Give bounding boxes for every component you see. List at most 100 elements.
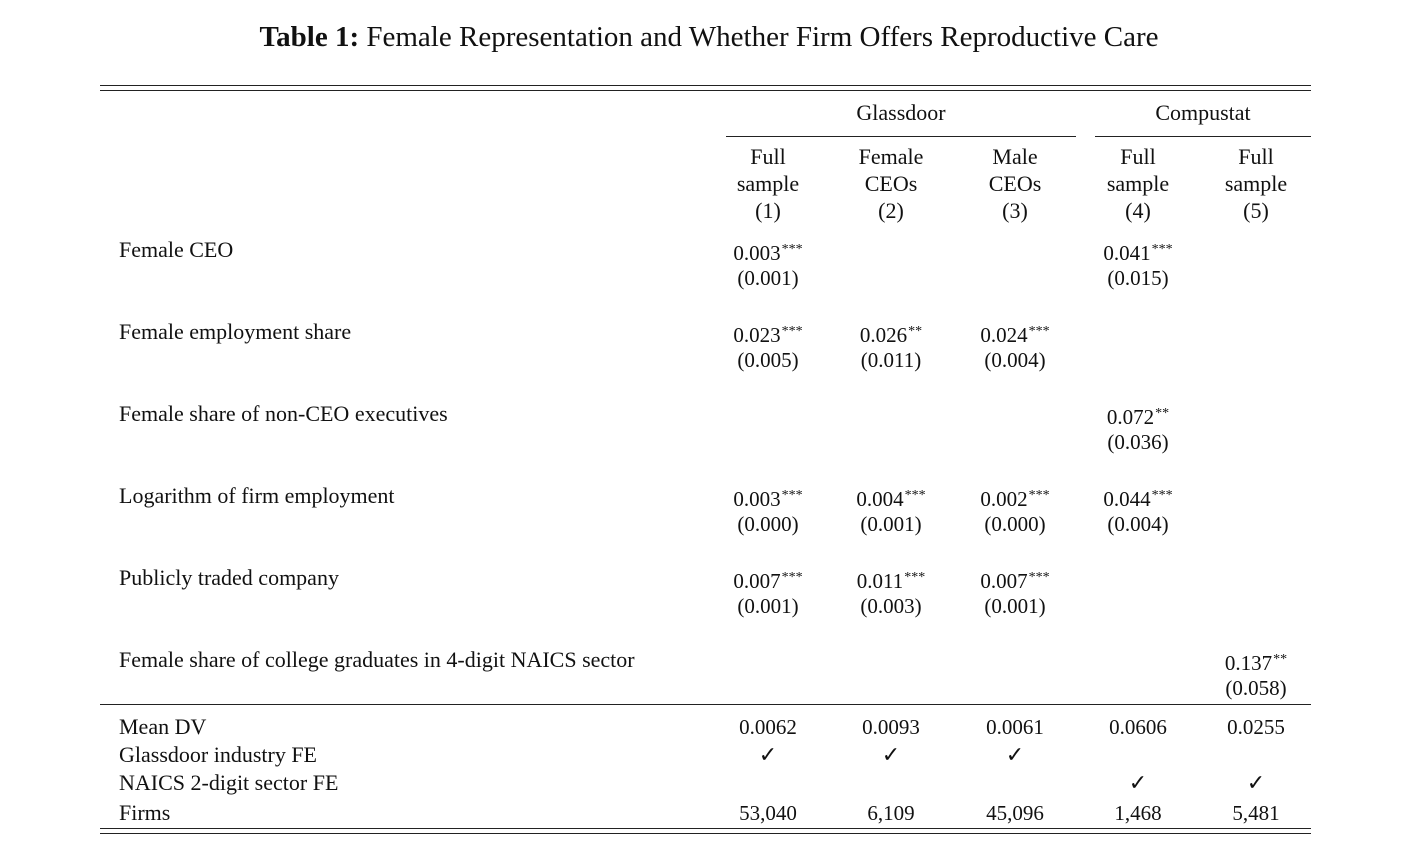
firms-value: 53,040 — [739, 801, 797, 825]
column-header-num: (2) — [878, 198, 904, 223]
coefficient-value: 0.002*** — [953, 481, 1077, 511]
standard-error: (0.036) — [1107, 430, 1169, 454]
significance-stars: *** — [1151, 488, 1173, 503]
column-header-line1: Full — [1120, 144, 1156, 169]
standard-error: (0.001) — [737, 266, 799, 290]
mean-dv-value: 0.0606 — [1109, 715, 1167, 739]
significance-stars: ** — [1155, 406, 1170, 421]
top-rule-2 — [100, 90, 1311, 91]
coefficient-cell: 0.026** (0.011) — [829, 317, 953, 375]
coefficient-value: 0.026** — [829, 317, 953, 347]
significance-stars: *** — [781, 324, 803, 339]
mean-dv-value: 0.0062 — [739, 715, 797, 739]
significance-stars: *** — [781, 242, 803, 257]
significance-stars: *** — [781, 488, 803, 503]
coefficient-number: 0.011 — [856, 569, 904, 593]
significance-stars: *** — [781, 570, 803, 585]
coefficient-cell: 0.002*** (0.000) — [953, 481, 1077, 539]
coefficient-cell: 0.044*** (0.004) — [1076, 481, 1200, 539]
coefficient-value: 0.023*** — [706, 317, 830, 347]
stat-label-firms: Firms — [119, 800, 171, 825]
coefficient-number: 0.044 — [1103, 487, 1151, 511]
glassdoor-fe-check-icon: ✓ — [881, 742, 901, 767]
firms-value: 5,481 — [1232, 801, 1280, 825]
stat-label-mean-dv: Mean DV — [119, 714, 207, 739]
significance-stars: ** — [1273, 652, 1288, 667]
top-rule-1 — [100, 85, 1311, 86]
coefficient-cell: 0.024*** (0.004) — [953, 317, 1077, 375]
coefficient-cell: 0.137** (0.058) — [1194, 645, 1318, 703]
coefficient-number: 0.137 — [1224, 651, 1273, 675]
significance-stars: *** — [1028, 488, 1050, 503]
coefficient-value: 0.011*** — [829, 563, 953, 593]
table-caption-text: Female Representation and Whether Firm O… — [366, 21, 1159, 53]
coefficient-cell: 0.011*** (0.003) — [829, 563, 953, 621]
coefficient-value: 0.007*** — [706, 563, 830, 593]
column-header-line1: Full — [1238, 144, 1274, 169]
coefficient-value: 0.024*** — [953, 317, 1077, 347]
group-header-compustat: Compustat — [1155, 100, 1251, 125]
firms-value: 1,468 — [1114, 801, 1162, 825]
bottom-rule-2 — [100, 833, 1311, 834]
column-header-line1: Full — [750, 144, 786, 169]
firms-value: 6,109 — [867, 801, 915, 825]
column-header-line1: Female — [858, 144, 924, 169]
coefficient-value: 0.044*** — [1076, 481, 1200, 511]
group-rule-glassdoor — [726, 136, 1076, 137]
column-header-5: Full sample (5) — [1194, 143, 1318, 224]
coefficient-number: 0.024 — [980, 323, 1028, 347]
significance-stars: *** — [1028, 570, 1050, 585]
standard-error: (0.001) — [737, 594, 799, 618]
coefficient-value: 0.041*** — [1076, 235, 1200, 265]
row-label: Female share of college graduates in 4-d… — [119, 647, 635, 672]
standard-error: (0.004) — [1107, 512, 1169, 536]
mean-dv-value: 0.0255 — [1227, 715, 1285, 739]
coefficient-cell: 0.041*** (0.015) — [1076, 235, 1200, 293]
coefficient-value: 0.007*** — [953, 563, 1077, 593]
standard-error: (0.001) — [860, 512, 922, 536]
table-caption: Table 1: Female Representation and Wheth… — [0, 18, 1418, 56]
column-header-num: (5) — [1243, 198, 1269, 223]
column-header-1: Full sample (1) — [706, 143, 830, 224]
row-label: Logarithm of firm employment — [119, 483, 395, 508]
firms-value: 45,096 — [986, 801, 1044, 825]
column-header-num: (3) — [1002, 198, 1028, 223]
column-header-line1: Male — [992, 144, 1038, 169]
coefficient-value: 0.137** — [1194, 645, 1318, 675]
coefficient-number: 0.041 — [1103, 241, 1151, 265]
table-caption-label: Table 1: — [259, 21, 360, 53]
coefficient-cell: 0.003*** (0.001) — [706, 235, 830, 293]
significance-stars: ** — [908, 324, 923, 339]
stat-label-naics-fe: NAICS 2-digit sector FE — [119, 770, 339, 795]
naics-fe-check-icon: ✓ — [1128, 770, 1148, 795]
coefficient-value: 0.003*** — [706, 481, 830, 511]
coefficient-number: 0.026 — [859, 323, 908, 347]
column-header-line2: CEOs — [988, 171, 1042, 196]
coefficient-number: 0.002 — [980, 487, 1028, 511]
standard-error: (0.004) — [984, 348, 1046, 372]
column-header-line2: sample — [1106, 171, 1170, 196]
coefficient-number: 0.072 — [1106, 405, 1155, 429]
significance-stars: *** — [904, 488, 926, 503]
row-label: Female employment share — [119, 319, 352, 344]
column-header-2: Female CEOs (2) — [829, 143, 953, 224]
coefficient-cell: 0.023*** (0.005) — [706, 317, 830, 375]
coefficient-number: 0.007 — [733, 569, 781, 593]
coefficient-value: 0.072** — [1076, 399, 1200, 429]
naics-fe-check-icon: ✓ — [1246, 770, 1266, 795]
standard-error: (0.005) — [737, 348, 799, 372]
coefficient-cell: 0.004*** (0.001) — [829, 481, 953, 539]
coefficient-cell: 0.007*** (0.001) — [953, 563, 1077, 621]
standard-error: (0.003) — [860, 594, 922, 618]
coefficient-cell: 0.007*** (0.001) — [706, 563, 830, 621]
bottom-rule-1 — [100, 828, 1311, 829]
coefficient-number: 0.003 — [733, 487, 781, 511]
standard-error: (0.000) — [737, 512, 799, 536]
mid-rule — [100, 704, 1311, 705]
mean-dv-value: 0.0061 — [986, 715, 1044, 739]
significance-stars: *** — [904, 570, 926, 585]
standard-error: (0.001) — [984, 594, 1046, 618]
mean-dv-value: 0.0093 — [862, 715, 920, 739]
coefficient-number: 0.007 — [980, 569, 1028, 593]
standard-error: (0.000) — [984, 512, 1046, 536]
